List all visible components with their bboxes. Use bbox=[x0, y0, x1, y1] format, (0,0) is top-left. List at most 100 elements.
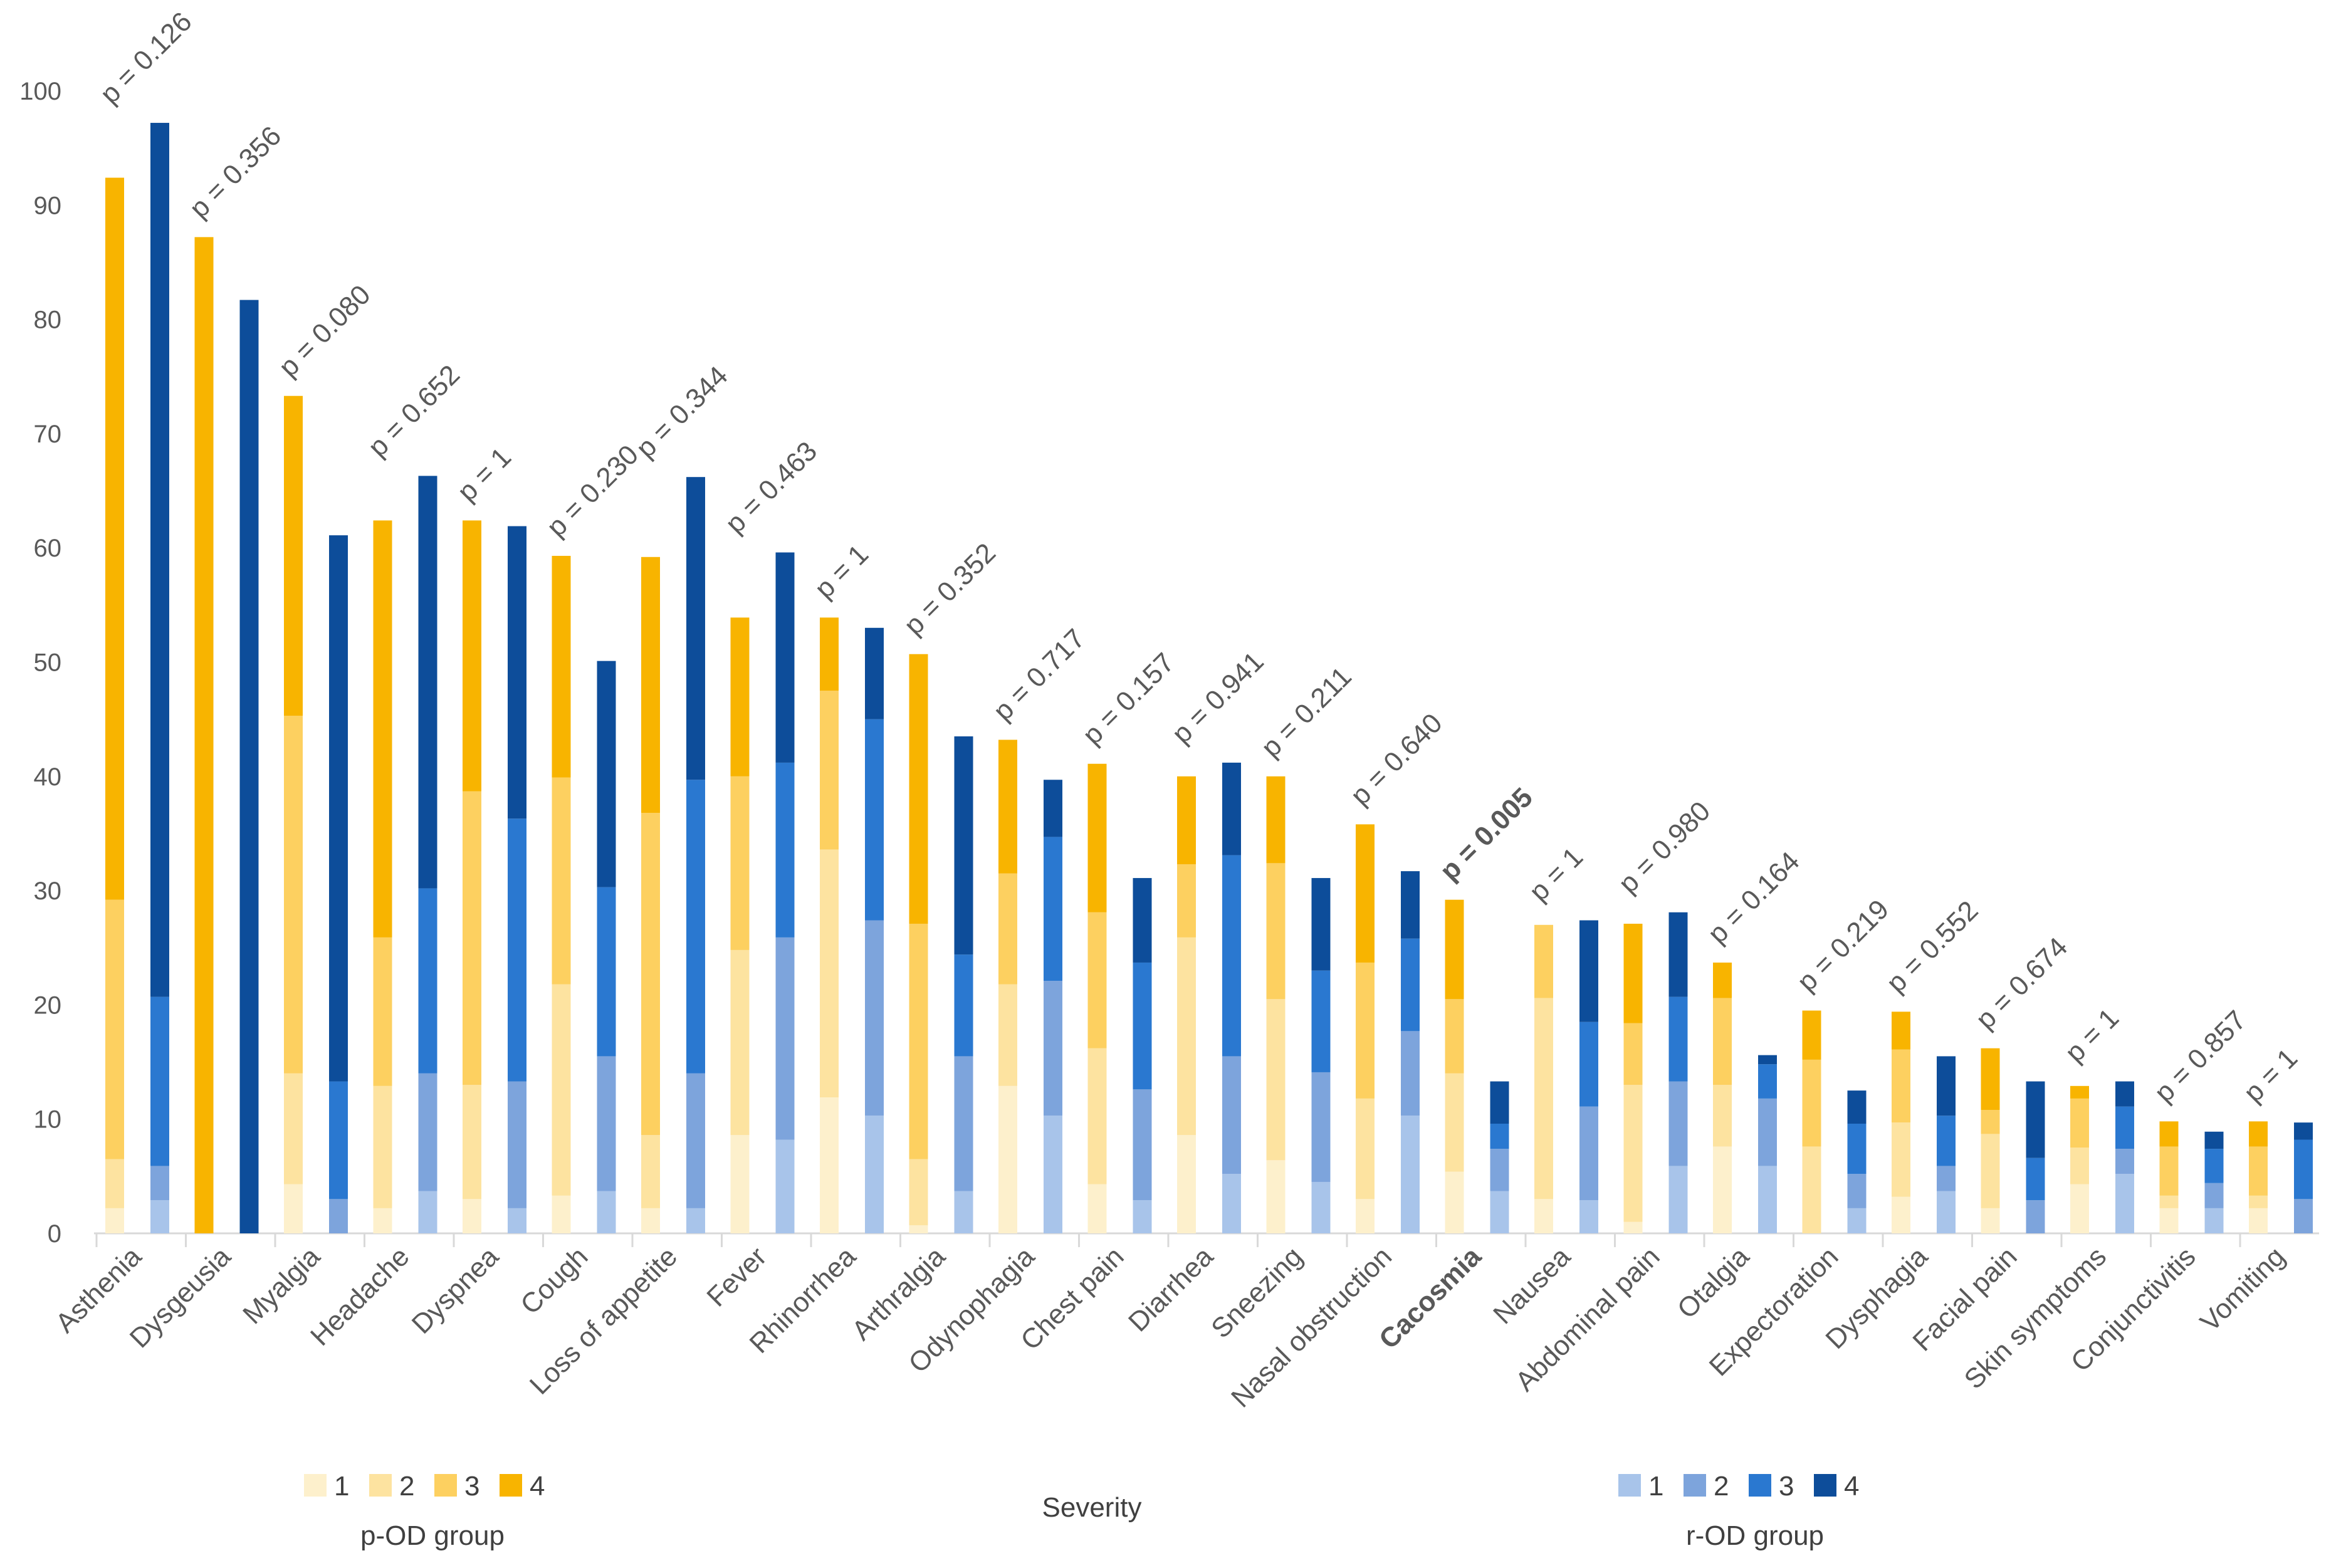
p-value-label: p = 1 bbox=[2238, 1043, 2303, 1109]
p-od-bar-sev3 bbox=[1534, 924, 1553, 998]
r-od-bar-sev3 bbox=[1579, 1022, 1598, 1107]
legend-r-od-level-label: 3 bbox=[1779, 1471, 1794, 1502]
p-od-bar-sev2 bbox=[820, 849, 839, 1098]
p-od-bar-sev1 bbox=[730, 1135, 750, 1233]
p-od-bar-sev1 bbox=[284, 1184, 303, 1233]
r-od-bar-sev4 bbox=[1847, 1090, 1867, 1124]
r-od-bar-sev2 bbox=[1133, 1089, 1152, 1201]
legend-p-od: 1 2 3 4 bbox=[304, 1471, 545, 1502]
p-od-bar-sev4 bbox=[730, 617, 750, 776]
p-value-label: p = 0.652 bbox=[362, 359, 466, 463]
p-value-label: p = 0.640 bbox=[1344, 708, 1448, 811]
r-od-bar-sev1 bbox=[1133, 1200, 1152, 1233]
p-od-bar-sev1 bbox=[641, 1208, 660, 1233]
r-od-bar-sev2 bbox=[1401, 1031, 1420, 1116]
p-od-bar-sev4 bbox=[1266, 776, 1286, 864]
category-label: Myalgia bbox=[237, 1241, 326, 1330]
r-od-bar-sev4 bbox=[1579, 920, 1598, 1022]
p-value-label: p = 1 bbox=[809, 539, 874, 605]
r-od-bar-sev1 bbox=[1222, 1174, 1241, 1233]
r-od-bar-sev4 bbox=[954, 736, 973, 955]
r-od-bar-sev4 bbox=[686, 477, 705, 780]
r-od-bar-sev2 bbox=[1579, 1106, 1598, 1201]
y-tick-label: 80 bbox=[34, 306, 62, 334]
p-value-label: p = 0.941 bbox=[1166, 646, 1269, 750]
legend-p-od-level-label: 4 bbox=[530, 1471, 545, 1502]
r-od-bar-sev2 bbox=[1044, 981, 1062, 1116]
category-label: Nausea bbox=[1487, 1241, 1576, 1330]
legend-r-od-level-label: 1 bbox=[1648, 1471, 1663, 1502]
r-od-bar-sev4 bbox=[1668, 912, 1688, 997]
p-od-bar-sev3 bbox=[284, 716, 303, 1074]
r-od-bar-sev1 bbox=[1401, 1116, 1420, 1233]
r-od-bar-sev1 bbox=[1847, 1208, 1867, 1233]
legend-p-od-swatch-4 bbox=[500, 1474, 522, 1497]
p-od-bar-sev3 bbox=[730, 776, 750, 950]
p-value-label: p = 0.857 bbox=[2149, 1005, 2252, 1108]
legend-p-od-swatch-3 bbox=[434, 1474, 457, 1497]
p-od-bar-sev1 bbox=[1087, 1184, 1107, 1233]
r-od-bar-sev1 bbox=[1668, 1166, 1688, 1233]
r-od-bar-sev1 bbox=[2115, 1174, 2134, 1233]
p-od-bar-sev4 bbox=[552, 555, 571, 778]
r-od-bar-sev2 bbox=[150, 1166, 169, 1201]
r-od-bar-sev4 bbox=[1490, 1081, 1509, 1124]
r-od-bar-sev1 bbox=[865, 1116, 884, 1233]
r-od-bar-sev3 bbox=[1401, 938, 1420, 1032]
y-tick-label: 0 bbox=[48, 1220, 61, 1248]
p-od-bar-sev1 bbox=[373, 1208, 392, 1233]
r-od-bar-sev2 bbox=[508, 1081, 526, 1208]
r-od-bar-sev1 bbox=[1758, 1166, 1777, 1233]
p-od-bar-sev2 bbox=[1981, 1134, 2000, 1208]
r-od-bar-sev1 bbox=[1490, 1191, 1509, 1233]
p-od-bar-sev4 bbox=[1177, 776, 1196, 865]
r-od-bar-sev2 bbox=[597, 1056, 616, 1191]
p-od-bar-sev3 bbox=[1356, 962, 1375, 1099]
r-od-bar-sev1 bbox=[1311, 1181, 1331, 1233]
y-tick-label: 40 bbox=[34, 763, 62, 791]
p-od-bar-sev2 bbox=[373, 1085, 392, 1208]
r-od-bar-sev2 bbox=[686, 1073, 705, 1208]
p-value-label: p = 0.219 bbox=[1791, 894, 1895, 997]
p-od-bar-sev2 bbox=[2249, 1195, 2268, 1208]
p-od-bar-sev2 bbox=[105, 1159, 124, 1208]
r-od-bar-sev4 bbox=[775, 552, 795, 763]
r-od-bar-sev2 bbox=[1668, 1081, 1688, 1166]
p-od-bar-sev4 bbox=[2070, 1085, 2089, 1099]
p-od-bar-sev1 bbox=[1356, 1199, 1375, 1233]
p-value-label: p = 0.126 bbox=[94, 6, 197, 110]
r-od-bar-sev3 bbox=[1133, 962, 1152, 1090]
p-od-bar-sev3 bbox=[2249, 1146, 2268, 1196]
p-value-label: p = 0.552 bbox=[1880, 895, 1984, 998]
r-od-bar-sev4 bbox=[1044, 780, 1062, 837]
r-od-bar-sev3 bbox=[2204, 1149, 2224, 1183]
p-od-bar-sev3 bbox=[1177, 864, 1196, 938]
p-od-bar-sev2 bbox=[1087, 1048, 1107, 1184]
r-od-bar-sev2 bbox=[2294, 1199, 2313, 1233]
r-od-bar-sev2 bbox=[1937, 1166, 1956, 1191]
legend-p-od-level-label: 3 bbox=[464, 1471, 479, 1502]
legend-r-od-swatch-4 bbox=[1814, 1474, 1836, 1497]
p-value-label: p = 0.211 bbox=[1255, 661, 1358, 763]
r-od-bar-sev4 bbox=[597, 661, 616, 887]
p-od-bar-sev2 bbox=[1892, 1122, 1910, 1197]
p-od-bar-sev1 bbox=[552, 1195, 571, 1233]
r-od-bar-sev4 bbox=[2294, 1122, 2313, 1140]
r-od-bar-sev2 bbox=[2026, 1200, 2045, 1233]
r-od-bar-sev3 bbox=[775, 762, 795, 938]
p-od-bar-sev3 bbox=[1713, 998, 1732, 1085]
p-od-bar-sev1 bbox=[1445, 1171, 1464, 1233]
r-od-bar-sev3 bbox=[2026, 1158, 2045, 1201]
r-od-bar-sev4 bbox=[1758, 1055, 1777, 1065]
p-od-bar-sev2 bbox=[998, 984, 1017, 1086]
p-od-bar-sev4 bbox=[1356, 824, 1375, 963]
p-value-label: p = 0.230 bbox=[541, 439, 644, 543]
legend-r-od-level-label: 4 bbox=[1844, 1471, 1859, 1502]
p-od-bar-sev4 bbox=[373, 520, 392, 938]
p-od-bar-sev1 bbox=[1623, 1221, 1643, 1233]
category-label: Fever bbox=[701, 1241, 772, 1312]
legend-p-od-swatch-2 bbox=[369, 1474, 392, 1497]
y-tick-label: 70 bbox=[34, 421, 62, 448]
p-od-bar-sev3 bbox=[1445, 999, 1464, 1074]
